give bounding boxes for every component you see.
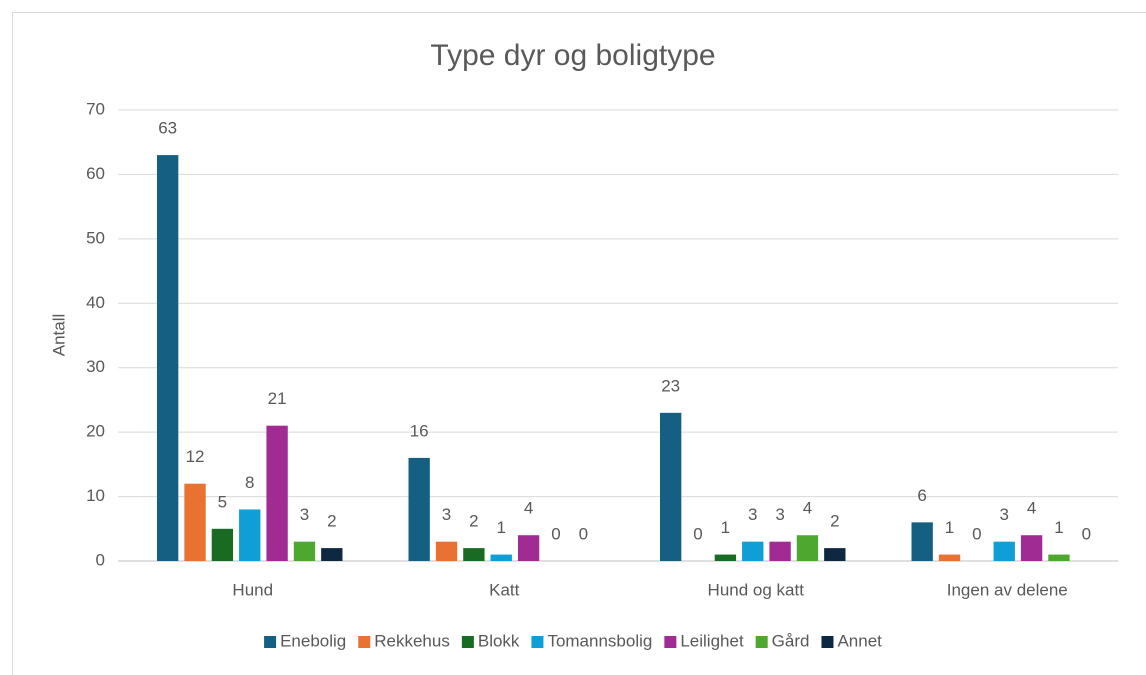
x-tick-label: Ingen av delene: [947, 580, 1068, 599]
y-tick-label: 0: [96, 550, 105, 569]
data-label: 0: [972, 524, 981, 543]
legend-swatch: [755, 636, 768, 648]
y-tick-label: 60: [86, 164, 105, 183]
data-label: 6: [917, 486, 926, 505]
data-label: 21: [268, 389, 287, 408]
data-label: 3: [775, 505, 784, 524]
data-label: 2: [469, 512, 478, 531]
x-tick-label: Hund og katt: [708, 580, 805, 599]
legend-swatch: [461, 636, 474, 648]
data-label: 2: [327, 512, 336, 531]
y-tick-label: 20: [86, 422, 105, 441]
bar: [714, 554, 737, 561]
bar: [911, 522, 933, 561]
legend-label: Enebolig: [280, 631, 346, 650]
data-label: 3: [1000, 505, 1009, 524]
bar: [157, 155, 179, 561]
x-tick-label: Hund: [232, 580, 273, 599]
bar: [1020, 535, 1043, 561]
legend-swatch: [531, 636, 544, 648]
legend-label: Tomannsbolig: [547, 631, 652, 650]
bar: [1048, 554, 1070, 561]
bar: [517, 535, 540, 561]
y-tick-label: 30: [86, 357, 105, 376]
bar: [490, 554, 512, 561]
data-label: 3: [748, 505, 757, 524]
bar: [321, 548, 343, 561]
data-label: 1: [497, 518, 506, 537]
x-tick-label: Katt: [489, 580, 520, 599]
data-label: 4: [803, 499, 812, 518]
data-label: 23: [661, 376, 680, 395]
data-label: 0: [551, 524, 560, 543]
legend-label: Annet: [837, 631, 882, 650]
y-tick-label: 40: [86, 293, 105, 312]
data-label: 3: [442, 505, 451, 524]
bar: [660, 412, 682, 561]
bar: [993, 541, 1015, 561]
data-label: 0: [693, 524, 702, 543]
data-label: 16: [410, 421, 429, 440]
legend-label: Rekkehus: [374, 631, 450, 650]
data-label: 8: [245, 473, 254, 492]
bar: [824, 548, 846, 561]
y-axis-label: Antall: [49, 314, 68, 357]
legend-swatch: [664, 636, 677, 648]
legend-swatch: [821, 636, 834, 648]
data-label: 0: [1082, 524, 1091, 543]
data-label: 5: [218, 492, 227, 511]
bar: [463, 548, 485, 561]
bar: [742, 541, 764, 561]
legend-label: Blokk: [478, 631, 520, 650]
bar: [435, 541, 458, 561]
data-label: 63: [158, 119, 177, 138]
data-label: 1: [945, 518, 954, 537]
chart-title: Type dyr og boligtype: [430, 39, 715, 72]
bar: [796, 535, 819, 561]
data-label: 3: [300, 505, 309, 524]
bar: [293, 541, 316, 561]
data-label: 0: [579, 524, 588, 543]
y-tick-label: 50: [86, 228, 105, 247]
data-label: 2: [830, 512, 839, 531]
bar: [239, 509, 261, 561]
bar: [938, 554, 961, 561]
bar: [769, 541, 791, 561]
bar: [266, 425, 288, 561]
data-label: 1: [1054, 518, 1063, 537]
y-tick-label: 10: [86, 486, 105, 505]
legend-swatch: [358, 636, 371, 648]
legend-swatch: [264, 636, 277, 648]
data-label: 12: [186, 447, 205, 466]
legend-label: Gård: [772, 631, 810, 650]
y-tick-label: 70: [86, 99, 105, 118]
chart-border: [12, 12, 1146, 675]
data-label: 4: [1027, 499, 1036, 518]
bar: [184, 483, 206, 561]
bar: [211, 528, 234, 561]
legend-label: Leilighet: [680, 631, 744, 650]
bar: [408, 457, 430, 561]
data-label: 4: [524, 499, 533, 518]
data-label: 1: [721, 518, 730, 537]
